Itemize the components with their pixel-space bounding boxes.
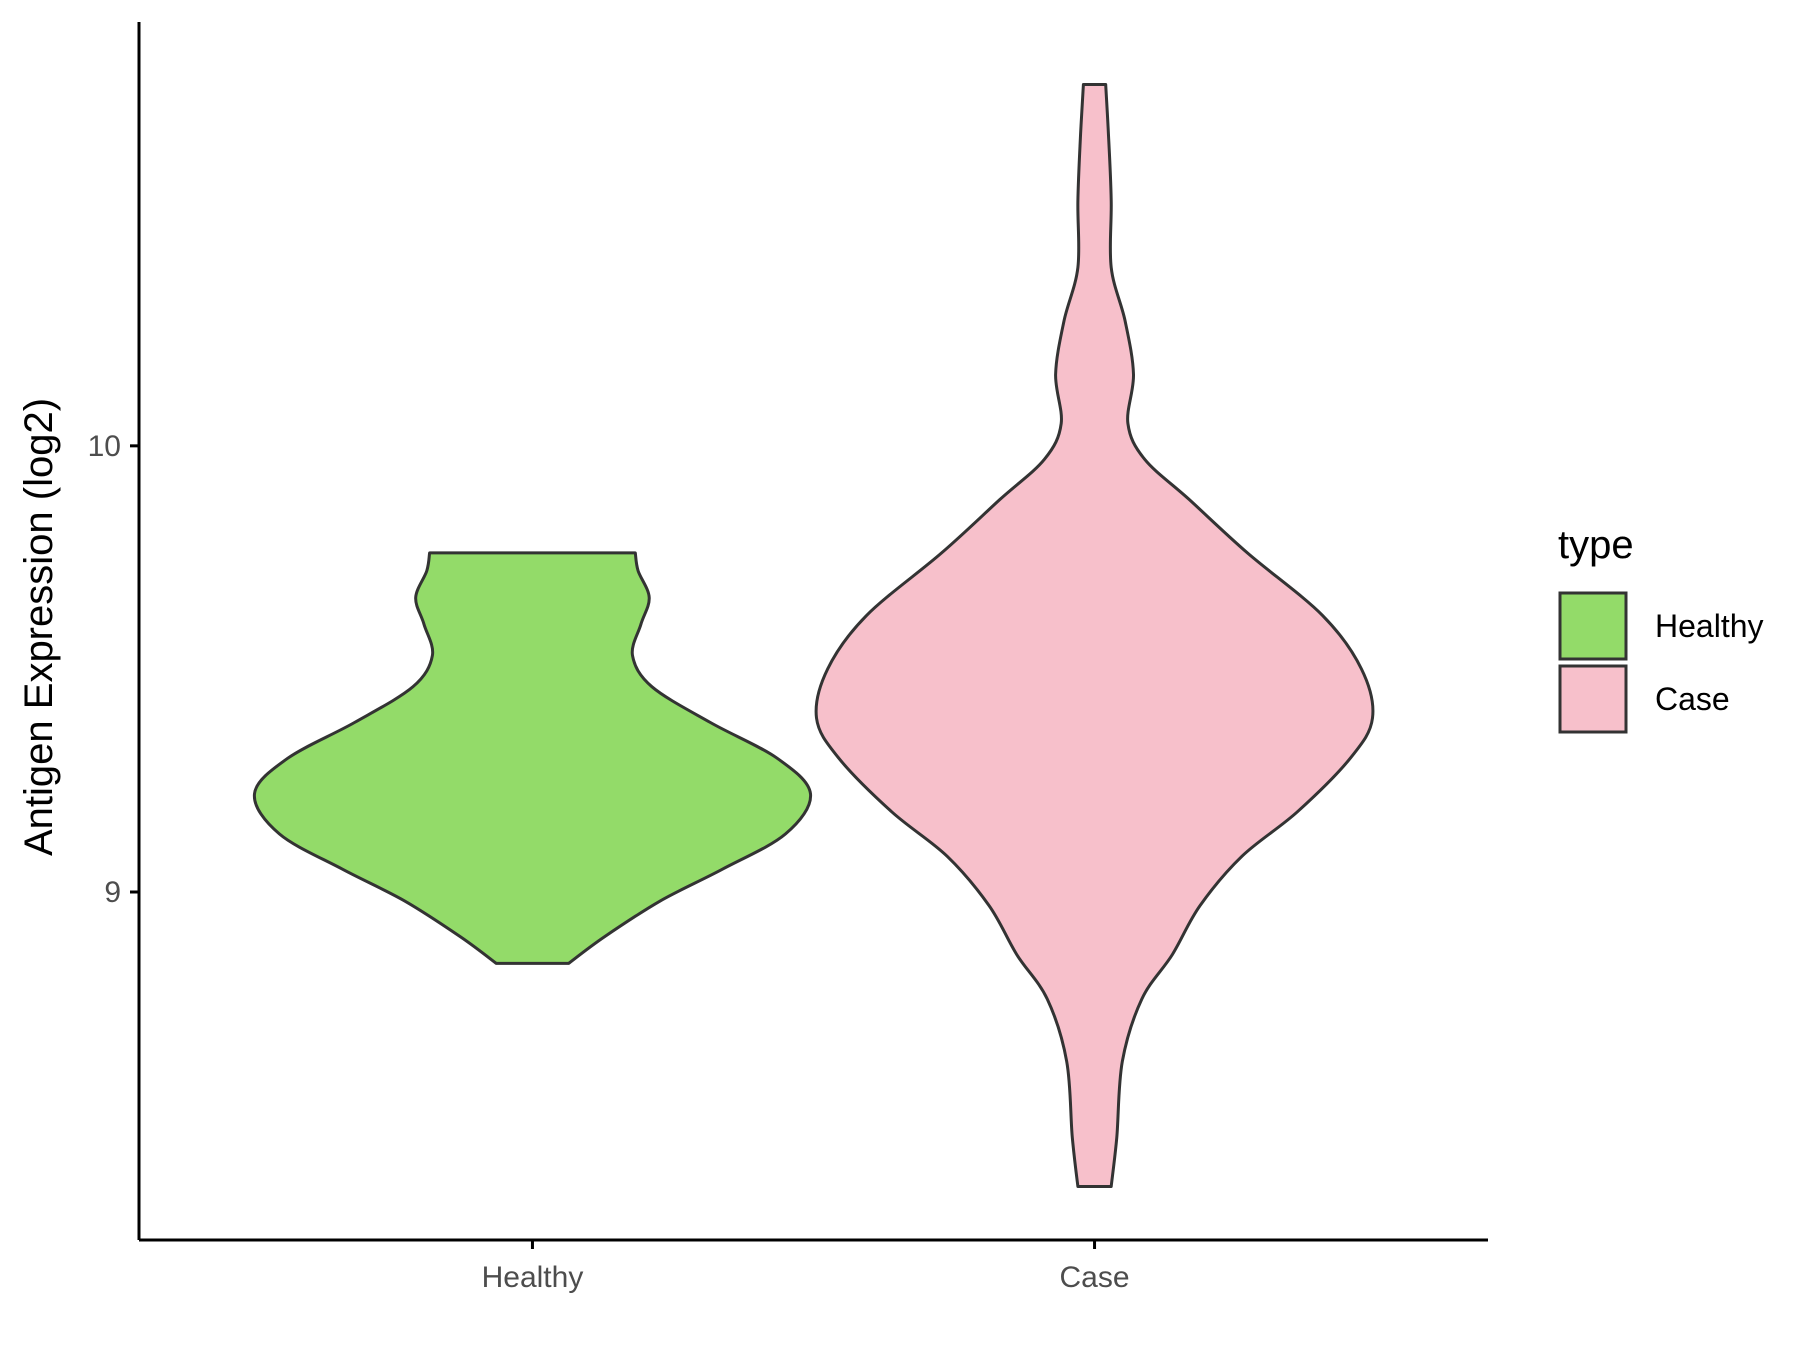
- violin-healthy: [252, 551, 813, 965]
- y-tick-label: 10: [88, 430, 121, 463]
- x-axis-ticks: Healthy Case: [482, 1240, 1130, 1294]
- violins-layer: [252, 83, 1375, 1188]
- legend-swatch-case: [1558, 664, 1628, 734]
- y-axis-title: Antigen Expression (log2): [17, 398, 61, 856]
- violin-case: [814, 83, 1375, 1188]
- legend-label-healthy: Healthy: [1655, 608, 1764, 644]
- legend-items: Healthy Case: [1558, 591, 1764, 734]
- x-tick-label: Healthy: [482, 1261, 584, 1294]
- legend-title: type: [1558, 523, 1634, 567]
- legend-swatch-healthy: [1558, 591, 1628, 661]
- x-tick-label: Case: [1060, 1261, 1130, 1294]
- legend: type Healthy Case: [1558, 523, 1764, 734]
- legend-label-case: Case: [1655, 681, 1730, 717]
- y-axis-ticks: 9 10: [88, 430, 139, 909]
- y-tick-label: 9: [104, 876, 121, 909]
